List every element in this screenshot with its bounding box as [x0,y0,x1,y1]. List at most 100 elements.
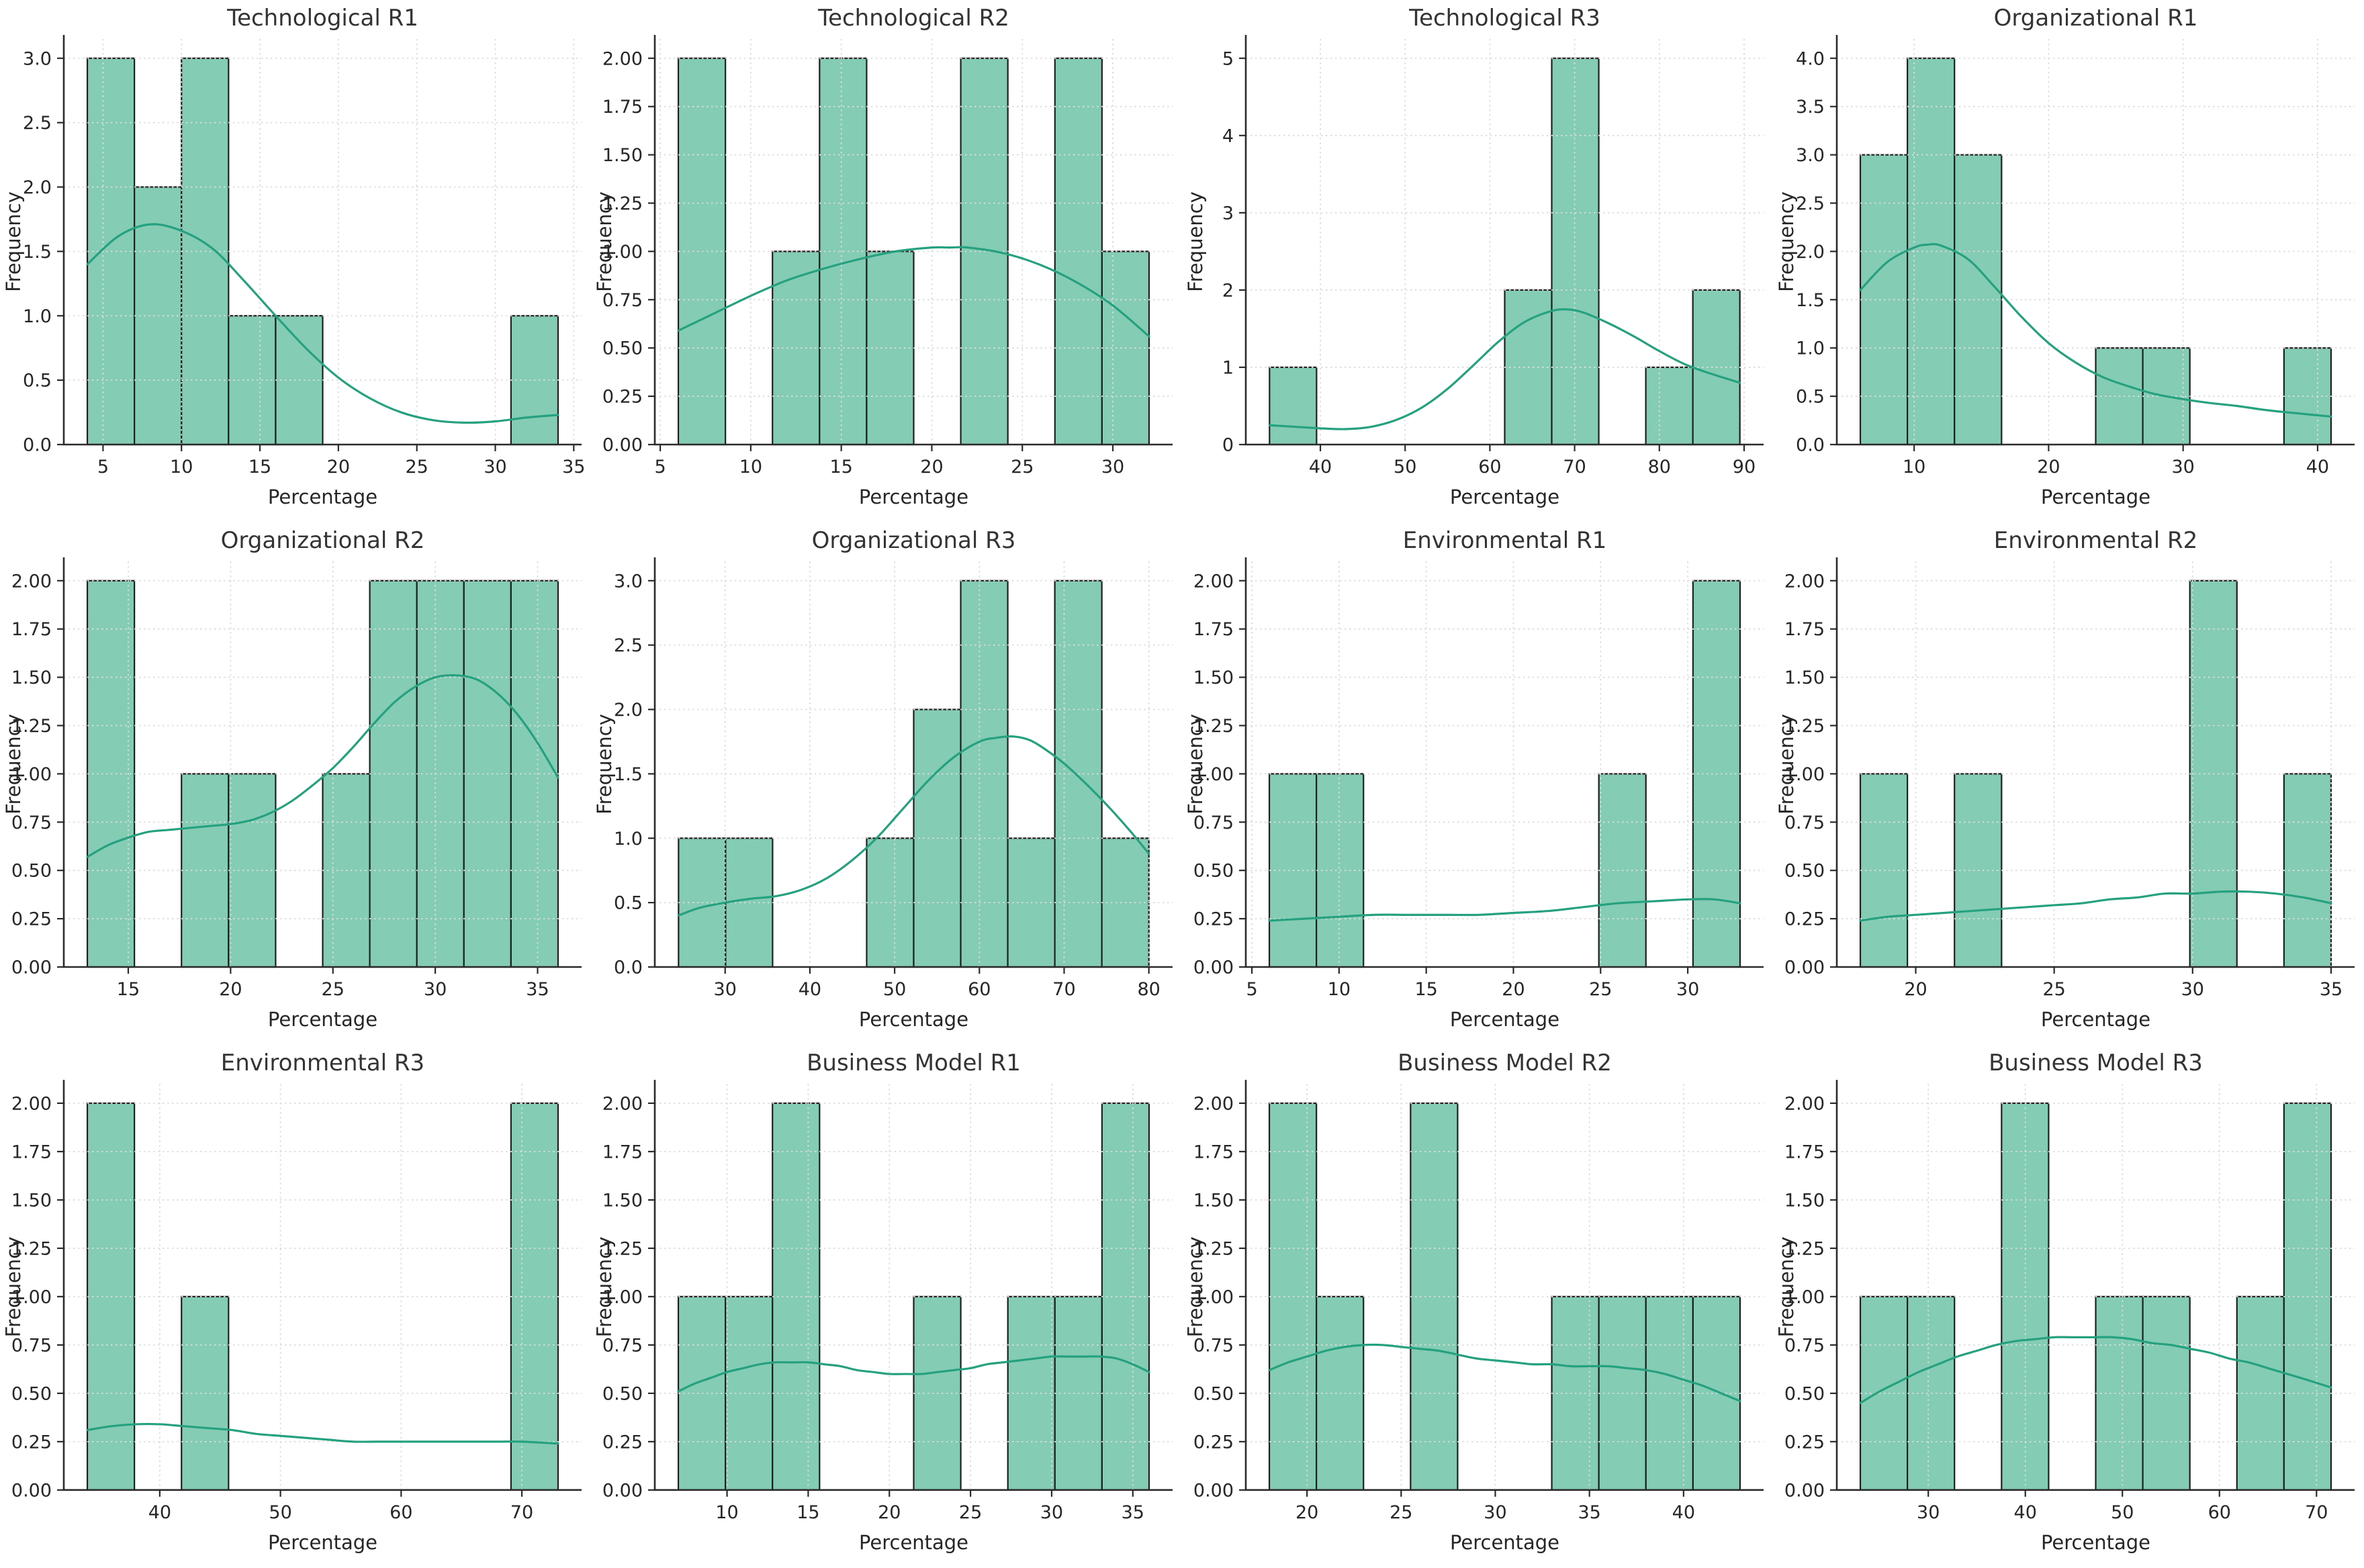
subplot-organizational-r2: 15 20 25 30 35 0.00 0.25 0.50 0.75 1.00 1.25 1.50 1.… [0,522,591,1045]
kde-curve [1859,1336,2332,1404]
y-tick-label: 2.00 [1784,1093,1825,1114]
x-axis-label: Percentage [859,1531,968,1554]
subplot-title: Business Model R2 [1398,1050,1612,1076]
gridlines [1837,561,2355,968]
x-tick-label: 25 [322,979,345,1000]
y-tick-label: 2.00 [1193,571,1234,592]
x-tick-label: 25 [2042,979,2065,1000]
y-tick-label: 1.75 [11,1142,52,1162]
y-tick-label: 2.5 [23,113,52,134]
axes-spines [653,1080,1173,1491]
y-tick-label: 2.5 [614,635,643,656]
y-tick-label: 1.75 [1193,1142,1234,1162]
x-tick-label: 35 [526,979,549,1000]
y-tick-label: 0.25 [1193,909,1234,930]
y-tick-label: 1.00 [11,764,52,785]
x-tick-label: 70 [1563,457,1586,477]
y-tick-label: 2.00 [11,1093,52,1114]
histogram-bars [677,1102,1150,1491]
y-tick-label: 0.75 [1784,813,1825,833]
tick-labels: 10 20 30 40 0.0 0.5 1.0 1.5 2.0 2.5 3.0 3.5 4.0 [1796,48,2329,477]
x-axis-label: Percentage [1450,1531,1559,1554]
x-tick-label: 60 [2208,1502,2231,1523]
axes-spines [653,35,1173,446]
y-tick-label: 1.25 [602,1238,643,1259]
x-tick-label: 50 [1394,457,1416,477]
subplot-title: Organizational R1 [1994,5,2198,32]
y-tick-label: 1.25 [1784,716,1825,737]
histogram-bars [86,580,559,968]
x-axis-label: Percentage [2041,486,2150,508]
y-tick-label: 1.5 [23,242,52,263]
subplot-environmental-r1: 5 10 15 20 25 30 0.00 0.25 0.50 0.75 1.00 1.25 1.50 1… [1182,522,1773,1045]
subplot-title: Environmental R2 [1994,527,2197,554]
x-axis-label: Percentage [268,1008,377,1031]
tick-marks [1239,1102,1684,1497]
x-tick-label: 30 [1040,1502,1063,1523]
y-tick-label: 2.0 [23,177,52,198]
y-tick-label: 0.5 [1796,387,1825,408]
subplot-technological-r3: 40 50 60 70 80 90 0 1 2 3 4 5 Technological R3 Percen… [1182,0,1773,522]
y-tick-label: 1.50 [602,145,643,166]
x-tick-label: 30 [1676,979,1699,1000]
tick-marks [1830,1102,2318,1497]
y-tick-label: 3 [1222,203,1234,224]
y-tick-label: 1.00 [1784,1287,1825,1307]
x-tick-label: 40 [2306,457,2329,477]
y-tick-label: 0.75 [11,1335,52,1356]
histogram-kde-svg-organizational-r2: 15 20 25 30 35 0.00 0.25 0.50 0.75 1.00 1.25 1.50 1.… [2,527,582,1031]
y-axis-label: Frequency [1184,191,1207,292]
y-tick-label: 0.75 [11,813,52,833]
x-tick-label: 20 [920,457,943,477]
y-tick-label: 0.25 [602,387,643,408]
tick-labels: 40 50 60 70 0.00 0.25 0.50 0.75 1.00 1.25 1.50 1.75… [11,1093,533,1523]
x-tick-label: 25 [1011,457,1034,477]
x-tick-label: 25 [959,1502,982,1523]
subplot-business-model-r2: 20 25 30 35 40 0.00 0.25 0.50 0.75 1.00 1.25 1.50 1.… [1182,1045,1773,1568]
y-axis-label: Frequency [2,191,25,292]
y-tick-label: 1.25 [1193,716,1234,737]
y-axis-label: Frequency [1775,1237,1798,1338]
x-tick-label: 25 [1390,1502,1412,1523]
x-tick-label: 5 [1246,979,1257,1000]
x-tick-label: 60 [390,1502,412,1523]
histogram-kde-svg-organizational-r1: 10 20 30 40 0.0 0.5 1.0 1.5 2.0 2.5 3.0 3.5 4.0 Organ… [1775,5,2355,508]
y-tick-label: 1.5 [1796,290,1825,311]
tick-marks [57,57,575,451]
x-tick-label: 70 [510,1502,533,1523]
x-tick-label: 20 [878,1502,901,1523]
y-tick-label: 0.0 [614,958,643,978]
y-tick-label: 0.50 [1784,861,1825,882]
x-tick-label: 30 [714,979,737,1000]
x-tick-label: 35 [562,457,585,477]
x-axis-label: Percentage [859,1008,968,1031]
histogram-bar [1551,57,1600,446]
y-tick-label: 2.00 [1193,1093,1234,1114]
y-tick-label: 1.00 [602,242,643,263]
y-tick-label: 0.25 [602,1432,643,1452]
axes-spines [1835,35,2355,446]
tick-marks [57,580,539,974]
y-tick-label: 0.50 [602,338,643,359]
y-tick-label: 1.50 [11,667,52,688]
x-tick-label: 10 [1903,457,1925,477]
y-tick-label: 3.0 [1796,145,1825,166]
tick-marks [648,57,1114,451]
tick-labels: 20 25 30 35 40 0.00 0.25 0.50 0.75 1.00 1.25 1.50 1.… [1193,1093,1695,1523]
gridlines [655,1084,1173,1491]
axes-spines [62,1080,582,1491]
y-axis-label: Frequency [593,714,616,815]
gridlines [1246,1084,1764,1491]
x-tick-label: 40 [799,979,821,1000]
subplot-title: Organizational R2 [221,527,425,554]
x-axis-label: Percentage [268,486,377,508]
y-tick-label: 0.75 [1193,813,1234,833]
y-tick-label: 0.00 [11,1480,52,1501]
axes-spines [1244,35,1764,446]
x-tick-label: 25 [1589,979,1612,1000]
y-tick-label: 1.00 [602,1287,643,1307]
histogram-kde-svg-technological-r3: 40 50 60 70 80 90 0 1 2 3 4 5 Technological R3 Percen… [1184,5,1764,508]
x-tick-label: 10 [1328,979,1351,1000]
kde-curve [1859,890,2332,922]
